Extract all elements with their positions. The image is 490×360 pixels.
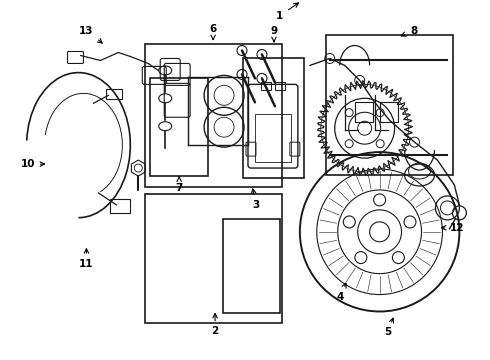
Text: 6: 6: [209, 24, 217, 40]
Bar: [223, 220, 280, 313]
Text: 8: 8: [401, 26, 417, 36]
Text: 9: 9: [270, 26, 277, 42]
Bar: [150, 78, 208, 176]
Text: 3: 3: [251, 189, 260, 210]
Bar: [106, 89, 122, 99]
Bar: [145, 194, 282, 323]
Text: 4: 4: [336, 283, 346, 302]
Text: 2: 2: [212, 314, 219, 336]
Bar: [275, 82, 285, 90]
Bar: [145, 44, 282, 187]
Text: 11: 11: [79, 249, 94, 269]
Text: 12: 12: [441, 223, 465, 233]
Text: 1: 1: [276, 3, 298, 21]
Bar: [110, 199, 130, 213]
Bar: [261, 82, 271, 90]
Bar: [255, 114, 291, 162]
Bar: [243, 58, 304, 178]
Bar: [355, 102, 372, 122]
Text: 7: 7: [175, 177, 183, 193]
Text: 13: 13: [79, 26, 102, 43]
Bar: [380, 102, 397, 122]
Text: 10: 10: [21, 159, 45, 169]
Text: 5: 5: [384, 318, 393, 337]
Bar: [326, 35, 453, 175]
